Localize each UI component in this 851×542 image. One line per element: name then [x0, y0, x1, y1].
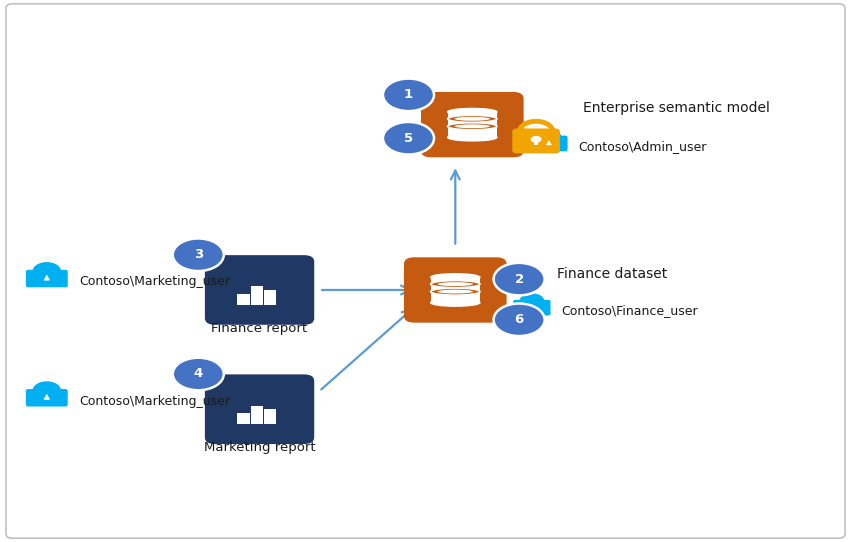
FancyBboxPatch shape — [205, 375, 314, 444]
Ellipse shape — [431, 299, 480, 306]
Circle shape — [536, 129, 562, 145]
FancyBboxPatch shape — [404, 257, 506, 322]
Bar — [431, 278, 480, 302]
Bar — [264, 409, 277, 424]
Circle shape — [383, 122, 434, 154]
Circle shape — [32, 382, 61, 399]
Wedge shape — [43, 394, 50, 400]
Bar — [534, 139, 538, 145]
Ellipse shape — [454, 124, 490, 128]
Text: 4: 4 — [194, 367, 203, 380]
Wedge shape — [529, 304, 534, 309]
Ellipse shape — [448, 134, 497, 141]
Ellipse shape — [437, 282, 473, 286]
Text: Contoso\Finance_user: Contoso\Finance_user — [562, 304, 699, 317]
Circle shape — [494, 263, 545, 295]
Bar — [251, 405, 263, 424]
FancyBboxPatch shape — [512, 128, 560, 153]
Wedge shape — [43, 275, 50, 281]
FancyBboxPatch shape — [530, 136, 568, 151]
FancyBboxPatch shape — [513, 300, 551, 315]
Text: 2: 2 — [515, 273, 523, 286]
Ellipse shape — [448, 122, 497, 130]
Bar — [237, 413, 250, 424]
Ellipse shape — [454, 117, 490, 121]
Wedge shape — [546, 140, 551, 145]
Text: 1: 1 — [404, 88, 413, 101]
Ellipse shape — [431, 288, 480, 295]
Text: 3: 3 — [194, 248, 203, 261]
Bar — [448, 112, 497, 137]
Circle shape — [32, 262, 61, 280]
FancyBboxPatch shape — [26, 389, 68, 406]
Circle shape — [383, 79, 434, 111]
Ellipse shape — [437, 289, 473, 294]
Text: Enterprise semantic model: Enterprise semantic model — [583, 101, 770, 115]
Bar — [251, 286, 263, 305]
Ellipse shape — [431, 274, 480, 281]
Text: 6: 6 — [515, 313, 523, 326]
Circle shape — [519, 293, 545, 309]
Ellipse shape — [431, 281, 480, 288]
Bar — [264, 290, 277, 305]
FancyBboxPatch shape — [26, 270, 68, 287]
Text: Contoso\Marketing_user: Contoso\Marketing_user — [79, 395, 230, 408]
Text: Contoso\Admin_user: Contoso\Admin_user — [579, 140, 707, 153]
Text: Marketing report: Marketing report — [203, 441, 316, 454]
FancyBboxPatch shape — [421, 92, 523, 157]
FancyBboxPatch shape — [205, 255, 314, 325]
Text: Contoso\Marketing_user: Contoso\Marketing_user — [79, 275, 230, 288]
Text: Finance report: Finance report — [212, 322, 307, 335]
Bar — [237, 294, 250, 305]
Circle shape — [173, 238, 224, 271]
Text: Finance dataset: Finance dataset — [557, 267, 668, 281]
Text: 5: 5 — [404, 132, 413, 145]
Circle shape — [494, 304, 545, 336]
Circle shape — [531, 136, 541, 143]
Circle shape — [173, 358, 224, 390]
Ellipse shape — [448, 108, 497, 115]
Ellipse shape — [448, 115, 497, 122]
